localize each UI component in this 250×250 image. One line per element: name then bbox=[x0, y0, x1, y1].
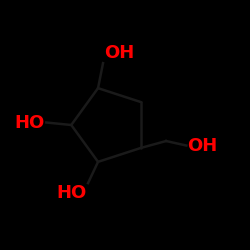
Text: OH: OH bbox=[188, 136, 218, 154]
Text: HO: HO bbox=[15, 114, 45, 132]
Text: OH: OH bbox=[104, 44, 134, 62]
Text: HO: HO bbox=[56, 184, 87, 202]
